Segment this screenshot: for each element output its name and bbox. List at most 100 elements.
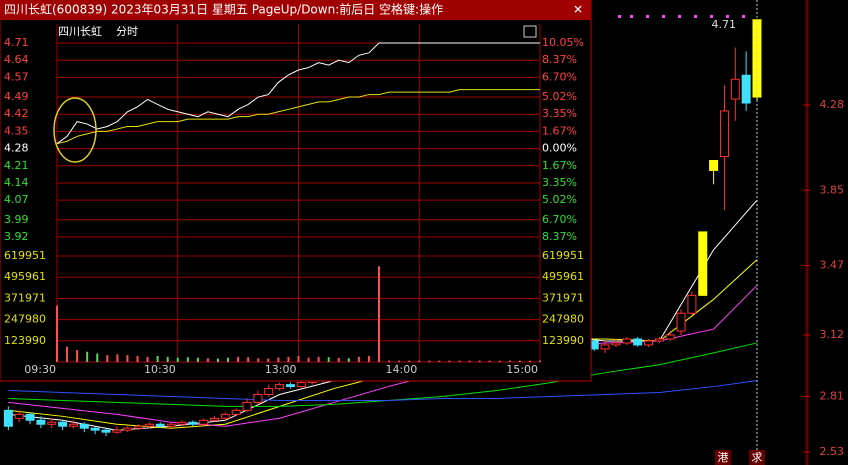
price-tick-label: 4.21	[4, 159, 29, 172]
marker	[726, 15, 729, 18]
candle-body	[654, 338, 664, 342]
badge-label: 港	[718, 451, 729, 464]
price-tick-label: 4.07	[4, 193, 29, 206]
candle-body	[600, 344, 610, 350]
pct-tick-label: 3.35%	[542, 176, 577, 189]
candle-body	[155, 423, 165, 427]
candle-body	[14, 413, 24, 419]
marker	[678, 15, 681, 18]
price-tick-label: 4.14	[4, 176, 29, 189]
candle-body	[210, 417, 219, 421]
price-tick-label: 4.35	[4, 124, 29, 137]
candle-body	[25, 413, 35, 421]
candle-body	[231, 409, 241, 415]
intraday-window: 四川长虹(600839) 2023年03月31日 星期五 PageUp/Down…	[0, 0, 592, 382]
y-tick-label: 2.53	[820, 445, 845, 458]
price-tick-label: 4.71	[4, 36, 29, 49]
y-tick-label: 2.81	[820, 389, 845, 402]
candle-body	[687, 294, 697, 314]
pct-tick-label: 5.02%	[542, 193, 577, 206]
pct-tick-label: 0.00%	[542, 142, 577, 155]
candle-body	[253, 393, 263, 403]
volume-tick-label: 495961	[4, 270, 46, 283]
marker	[618, 15, 621, 18]
candle-body	[3, 409, 13, 427]
candle-body	[611, 342, 621, 346]
candle-body	[665, 334, 675, 340]
candle-body	[622, 338, 632, 344]
candle-body	[134, 425, 144, 429]
candle-body	[177, 421, 187, 425]
pct-tick-label: 6.70%	[542, 213, 577, 226]
time-label: 09:30	[24, 363, 56, 376]
pct-tick-label: 10.05%	[542, 36, 584, 49]
marker	[646, 15, 649, 18]
volume-tick-label-right: 495961	[542, 270, 584, 283]
badge	[715, 450, 731, 465]
candle-body	[644, 340, 653, 346]
avg-line	[56, 89, 540, 145]
window-title: 四川长虹(600839) 2023年03月31日 星期五 PageUp/Down…	[4, 2, 443, 17]
volume-tick-label-right: 619951	[542, 249, 584, 262]
candle-body	[112, 429, 122, 433]
candle-body	[264, 388, 274, 395]
pct-tick-label: 3.35%	[542, 107, 577, 120]
price-tick-label: 4.28	[4, 142, 29, 155]
volume-tick-label-right: 123990	[542, 334, 584, 347]
candle-body	[719, 110, 729, 158]
pct-tick-label: 5.02%	[542, 90, 577, 103]
price-tick-label: 4.57	[4, 70, 29, 83]
marker	[662, 15, 665, 18]
candle-body	[242, 401, 252, 411]
volume-tick-label-right: 247980	[542, 313, 584, 326]
pct-tick-label: 1.67%	[542, 124, 577, 137]
badge-label: 求	[752, 451, 763, 464]
price-tick-label: 4.49	[4, 90, 29, 103]
time-label: 13:00	[265, 363, 297, 376]
candle-body	[633, 338, 643, 346]
close-button[interactable]: ✕	[573, 3, 583, 17]
marker	[742, 15, 745, 18]
candle-body	[698, 231, 708, 296]
candle-body	[730, 78, 740, 100]
candle-body	[188, 421, 198, 425]
candle-body	[58, 421, 68, 427]
y-tick-label: 4.28	[820, 98, 845, 111]
candle-body	[36, 419, 46, 425]
price-tick-label: 3.92	[4, 230, 29, 243]
y-tick-label: 3.47	[820, 259, 845, 272]
candle-body	[90, 427, 100, 431]
time-label: 15:00	[506, 363, 538, 376]
marker	[630, 15, 633, 18]
window-frame	[0, 0, 592, 382]
candle-body	[296, 382, 306, 388]
time-label: 10:30	[144, 363, 176, 376]
pct-tick-label: 8.37%	[542, 53, 577, 66]
moving-average	[8, 380, 758, 401]
price-tick-label: 4.64	[4, 53, 29, 66]
price-tick-label: 4.42	[4, 107, 29, 120]
candle-body	[676, 312, 686, 332]
stock-name: 四川长虹	[58, 25, 102, 38]
chart-mode[interactable]: 分时	[116, 25, 138, 38]
badge	[749, 450, 765, 465]
y-tick-label: 3.12	[820, 328, 845, 341]
y-tick-label: 3.85	[820, 183, 845, 196]
volume-tick-label: 247980	[4, 313, 46, 326]
marker	[694, 15, 697, 18]
price-line	[56, 42, 540, 145]
time-label: 14:00	[386, 363, 418, 376]
pct-tick-label: 6.70%	[542, 70, 577, 83]
pct-tick-label: 8.37%	[542, 230, 577, 243]
pct-tick-label: 1.67%	[542, 159, 577, 172]
volume-tick-label: 619951	[4, 249, 46, 262]
candle-body	[47, 421, 57, 425]
candle-body	[166, 423, 176, 427]
candle-body	[285, 384, 295, 388]
candle-body	[199, 419, 209, 425]
candle-body	[275, 384, 285, 390]
settings-icon[interactable]	[523, 25, 537, 38]
candle-body	[79, 423, 89, 429]
volume-tick-label: 371971	[4, 291, 46, 304]
